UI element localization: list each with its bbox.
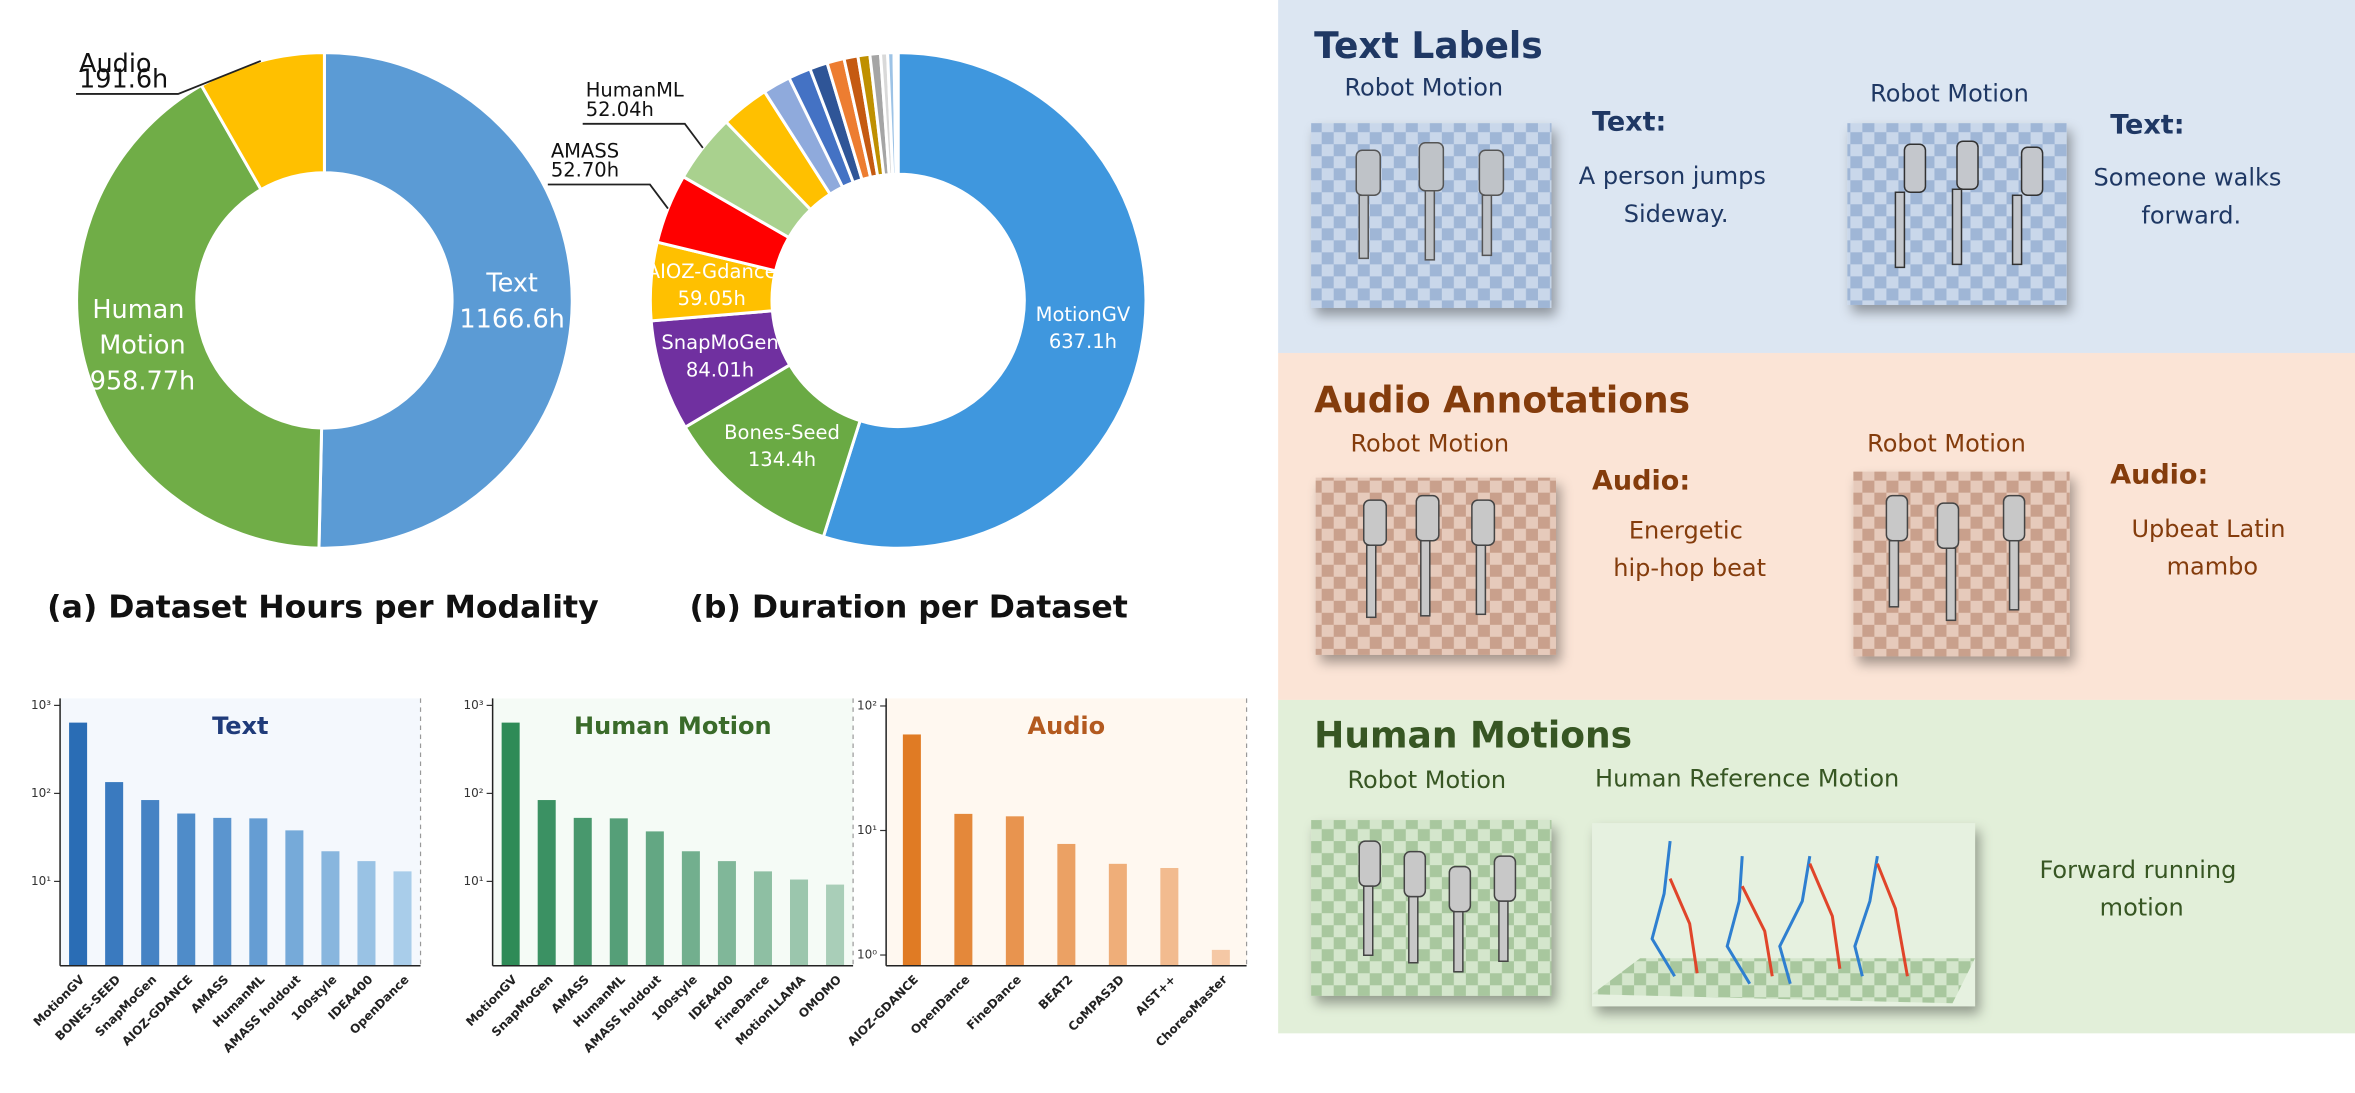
bar	[645, 831, 664, 966]
y-tick-label: 10¹	[31, 874, 51, 888]
donut-slice	[75, 83, 324, 550]
annotation-key: Audio:	[1592, 466, 1690, 497]
bar	[1057, 843, 1076, 966]
chart-title: Text	[212, 712, 268, 740]
bar	[321, 851, 340, 966]
bar	[141, 800, 160, 966]
annotation-text: Energetic hip-hop beat	[1613, 517, 1766, 583]
image-label: Robot Motion	[1870, 80, 2029, 108]
annotation-text: Upbeat Latin mambo	[2131, 515, 2293, 581]
slice-label: Bones-Seed	[724, 421, 840, 444]
bar	[393, 871, 412, 966]
y-tick-label: 10¹	[464, 874, 484, 888]
chart-title: (a) Dataset Hours per Modality	[47, 589, 598, 625]
annotation-key: Text:	[1592, 107, 1666, 138]
annotation-text: Forward running motion	[2039, 856, 2244, 922]
y-tick-label: 10²	[857, 698, 877, 712]
donut-slice	[317, 51, 574, 550]
leader-line	[582, 122, 704, 149]
bar	[537, 800, 556, 966]
robot-image	[1311, 820, 1552, 996]
bar	[177, 813, 196, 966]
slice-label: Text	[485, 269, 538, 299]
slice-label: AIOZ-Gdance	[647, 260, 777, 283]
x-tick-label: AIST++	[1133, 972, 1179, 1018]
bar	[826, 884, 845, 966]
reference-image	[1592, 823, 1976, 1007]
annotation-text: A person jumps Sideway.	[1579, 162, 1774, 228]
image-label: Robot Motion	[1344, 74, 1503, 102]
robot-image	[1315, 477, 1556, 655]
bar	[105, 782, 124, 966]
bar	[717, 861, 736, 966]
chart-title: Human Motion	[574, 712, 772, 740]
x-tick-label: BEAT2	[1036, 972, 1076, 1012]
y-tick-label: 10³	[31, 698, 51, 712]
bar	[357, 861, 376, 966]
bar	[902, 734, 921, 966]
robot-image	[1311, 123, 1552, 308]
y-tick-label: 10²	[31, 786, 51, 800]
slice-value-label: 84.01h	[686, 359, 754, 382]
y-tick-label: 10²	[464, 786, 484, 800]
bar	[573, 817, 592, 966]
bar	[954, 813, 973, 966]
bar	[1005, 816, 1024, 966]
bar	[285, 830, 304, 966]
slice-value-label: 59.05h	[678, 287, 746, 310]
panel-title: Human Motions	[1314, 715, 1632, 756]
image-label: Human Reference Motion	[1595, 765, 1899, 793]
donut-slice	[895, 51, 900, 176]
chart-title: Audio	[1028, 712, 1106, 740]
slice-value-label: 958.77h	[90, 366, 195, 396]
image-label: Robot Motion	[1350, 430, 1509, 458]
slice-label: AMASS	[551, 139, 619, 162]
image-label: Robot Motion	[1347, 766, 1506, 794]
slice-label: Human Motion	[92, 295, 192, 361]
leader-line	[547, 183, 669, 210]
y-tick-label: 10¹	[857, 823, 877, 837]
bar	[249, 818, 268, 966]
panel-title: Text Labels	[1314, 26, 1543, 67]
robot-image	[1853, 471, 2070, 657]
slice-value-label: 134.4h	[748, 448, 816, 471]
image-label: Robot Motion	[1867, 430, 2026, 458]
slice-value-label: 191.6h	[79, 64, 168, 94]
bar	[69, 722, 88, 966]
bar	[753, 871, 772, 966]
bar	[1160, 867, 1179, 966]
donut-slice	[199, 51, 326, 192]
panel-title: Audio Annotations	[1314, 381, 1690, 422]
bar	[501, 722, 520, 966]
slice-label: SnapMoGen	[661, 331, 778, 354]
x-tick-label: AIOZ-GDANCE	[845, 972, 921, 1048]
y-tick-label: 10³	[464, 698, 484, 712]
slice-value-label: 52.04h	[586, 98, 654, 121]
bar	[213, 817, 232, 966]
slice-value-label: 637.1h	[1049, 330, 1117, 353]
robot-image	[1847, 123, 2067, 305]
chart-title: (b) Duration per Dataset	[690, 589, 1128, 625]
bar	[609, 818, 628, 966]
panels	[1278, 0, 2355, 1034]
bar	[790, 879, 809, 966]
slice-label: MotionGV	[1036, 303, 1131, 326]
annotation-key: Text:	[2110, 110, 2184, 141]
slice-label: HumanML	[586, 79, 684, 102]
y-tick-label: 10⁰	[857, 948, 877, 962]
slice-value-label: 1166.6h	[459, 304, 564, 334]
bar	[681, 851, 700, 966]
donut-slice	[821, 51, 1148, 550]
leader-line	[76, 60, 262, 95]
slice-label: Audio	[79, 49, 152, 79]
annotation-key: Audio:	[2110, 460, 2208, 491]
slice-value-label: 52.70h	[551, 159, 619, 182]
bar	[1108, 863, 1127, 966]
annotation-text: Someone walks forward.	[2094, 164, 2290, 230]
x-tick-label: FineDance	[964, 972, 1024, 1032]
bar	[1211, 949, 1230, 966]
